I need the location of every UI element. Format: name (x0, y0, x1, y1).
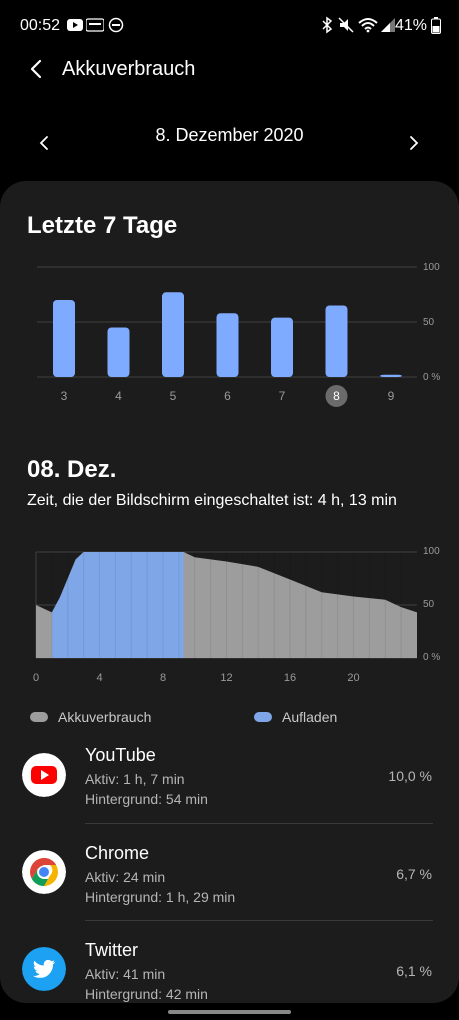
x-tick-label: 20 (347, 672, 359, 684)
status-bar: 00:52 41% (0, 0, 459, 52)
legend-usage-label: Akkuverbrauch (58, 709, 152, 725)
x-tick-label[interactable]: 7 (279, 389, 286, 403)
youtube-icon (22, 753, 66, 797)
battery-icon (431, 17, 441, 34)
bar-day-5[interactable] (162, 292, 184, 377)
bar-day-8[interactable] (325, 305, 348, 378)
x-tick-label: 8 (160, 672, 166, 684)
x-tick-label: 0 (33, 672, 39, 684)
legend-charging-swatch (254, 712, 272, 722)
status-time: 00:52 (20, 17, 61, 34)
twitter-icon (22, 947, 66, 991)
chrome-icon (22, 850, 66, 894)
app-percent: 10,0 % (388, 768, 432, 784)
x-tick-label[interactable]: 3 (61, 389, 68, 403)
signal-icon (381, 18, 395, 32)
bluetooth-icon (322, 16, 333, 34)
daily-battery-chart: 0 4 8 12 16 20 (33, 551, 417, 684)
app-background-time: Hintergrund: 1 h, 29 min (85, 889, 236, 905)
screen-time-text: Zeit, die der Bildschirm eingeschaltet i… (27, 492, 397, 509)
back-arrow-icon[interactable] (26, 58, 48, 80)
app-background-time: Hintergrund: 54 min (85, 791, 208, 807)
previous-day-icon[interactable] (36, 133, 52, 153)
app-active-time: Aktiv: 1 h, 7 min (85, 771, 185, 787)
app-name: Twitter (85, 940, 139, 960)
mute-icon (338, 17, 354, 33)
weekly-y-tick-0: 0 % (423, 372, 441, 383)
charging-area (51, 552, 184, 658)
bar-day-9[interactable] (380, 374, 402, 377)
daily-y-tick-0: 0 % (423, 652, 441, 663)
weekly-bar-chart: 3 4 5 6 7 8 9 (37, 266, 417, 407)
selected-day-marker (325, 385, 348, 407)
news-notification-icon (86, 18, 104, 32)
x-tick-label: 12 (220, 672, 232, 684)
app-name: Chrome (85, 843, 150, 863)
app-percent: 6,1 % (396, 963, 432, 979)
x-tick-label: 16 (284, 672, 296, 684)
battery-percent: 41% (394, 17, 427, 34)
app-percent: 6,7 % (396, 866, 432, 882)
weekly-y-tick-100: 100 (423, 262, 440, 273)
weekly-title: Letzte 7 Tage (27, 212, 178, 239)
x-tick-label[interactable]: 6 (224, 389, 231, 403)
page-title: Akkuverbrauch (62, 58, 196, 80)
app-background-time: Hintergrund: 42 min (85, 986, 208, 1002)
legend-usage-swatch (30, 712, 48, 722)
x-tick-label[interactable]: 8 (333, 389, 340, 403)
wifi-icon (358, 18, 378, 33)
divider (85, 823, 433, 824)
divider (85, 920, 433, 921)
list-item-youtube[interactable]: YouTube Aktiv: 1 h, 7 min Hintergrund: 5… (0, 740, 459, 840)
app-active-time: Aktiv: 41 min (85, 966, 166, 982)
weekly-y-tick-50: 50 (423, 317, 435, 328)
x-tick-label[interactable]: 4 (115, 389, 122, 403)
x-tick-label[interactable]: 9 (388, 389, 395, 403)
youtube-notification-icon (67, 19, 83, 31)
daily-y-tick-100: 100 (423, 546, 440, 557)
x-tick-label[interactable]: 5 (170, 389, 177, 403)
day-title: 08. Dez. (27, 456, 117, 483)
daily-y-tick-50: 50 (423, 599, 435, 610)
bar-day-7[interactable] (271, 317, 293, 377)
selected-date: 8. Dezember 2020 (155, 125, 304, 145)
app-active-time: Aktiv: 24 min (85, 869, 166, 885)
home-indicator[interactable] (168, 1010, 291, 1014)
app-name: YouTube (85, 745, 156, 765)
bar-day-4[interactable] (107, 327, 130, 378)
list-item-chrome[interactable]: Chrome Aktiv: 24 min Hintergrund: 1 h, 2… (0, 838, 459, 938)
list-item-twitter[interactable]: Twitter Aktiv: 41 min Hintergrund: 42 mi… (0, 935, 459, 1003)
bar-day-6[interactable] (216, 313, 239, 377)
bar-day-3[interactable] (53, 300, 75, 377)
legend-charging-label: Aufladen (282, 709, 338, 725)
next-day-icon[interactable] (406, 133, 422, 153)
x-tick-label: 4 (96, 672, 102, 684)
do-not-disturb-icon (108, 17, 124, 33)
